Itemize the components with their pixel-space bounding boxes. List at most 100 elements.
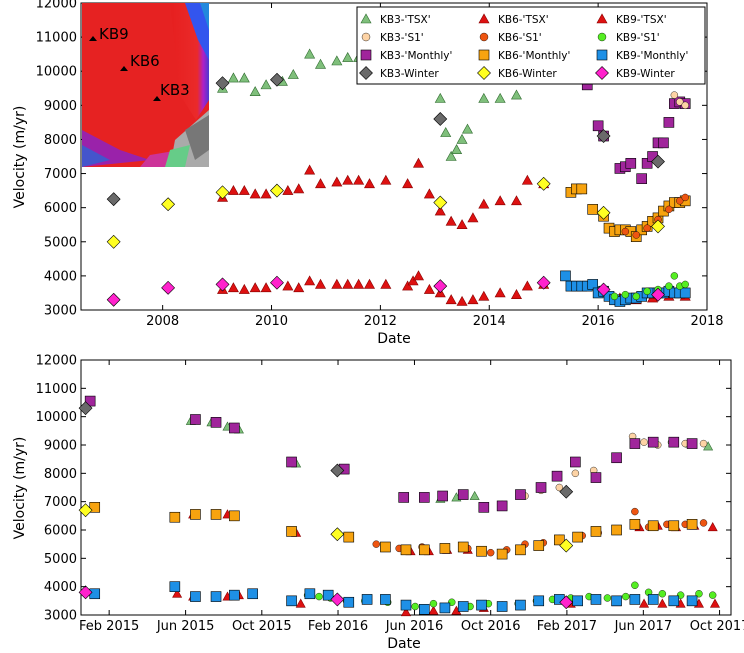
top-point-kb6-s1 [632,231,640,239]
top-point-kb3-tsx [249,86,261,96]
bottom-point-kb9-monthly [647,594,659,605]
top-point-kb3-tsx [440,127,452,137]
bottom-point-kb9-monthly [343,596,355,608]
legend-marker-kb6-tsx [478,13,490,24]
bottom-x-axis-label: Date [387,636,420,652]
bottom-point-kb9-s1 [603,594,612,602]
bottom-point-kb6-monthly [439,543,451,554]
top-point-kb9-tsx [402,280,414,291]
top-point-kb6-s1 [681,193,689,202]
top-point-kb3-s1 [670,91,679,99]
legend-marker-kb9-monthly [596,49,608,61]
top-point-kb3-tsx [510,89,522,100]
top-point-kb9-tsx [445,294,457,305]
top-point-kb6-tsx [380,174,392,185]
bottom-point-kb6-winter [330,527,345,542]
bottom-point-kb3-monthly [647,436,659,448]
map-label-kb6: KB6 [130,52,160,70]
top-y-tick-label: 3000 [44,304,77,319]
top-point-kb6-tsx [456,219,468,230]
top-point-kb9-tsx [238,283,250,294]
top-point-kb3-tsx [227,72,239,83]
bottom-point-kb6-monthly [590,526,602,537]
bottom-point-kb6-winter [559,538,574,553]
top-point-kb9-tsx [227,282,239,293]
bottom-point-kb6-monthly [169,511,181,523]
top-point-kb3-tsx [304,48,316,59]
bottom-point-kb9-monthly [286,595,297,607]
top-point-kb6-tsx [238,184,250,195]
bottom-point-kb3-monthly [668,436,680,448]
bottom-point-kb3-monthly [551,470,563,482]
top-x-tick-label: 2008 [146,314,179,329]
bottom-point-kb9-monthly [686,595,698,607]
bottom-x-tick-label: Feb 2016 [308,619,368,634]
top-point-kb9-s1 [665,282,673,290]
legend-label-kb6-s1: KB6-'S1' [498,32,542,44]
top-point-kb6-tsx [304,164,316,175]
inset-glacier-map: KB9 KB6 KB3 [82,3,209,167]
legend-label-kb3-tsx: KB3-'TSX' [380,14,431,26]
top-data-marks [106,31,691,307]
top-point-kb3-monthly [641,158,653,169]
top-point-kb9-tsx [456,295,468,306]
bottom-point-kb3-monthly [686,438,698,449]
bottom-y-tick-label: 12000 [36,354,77,369]
bottom-point-kb6-monthly [533,540,545,551]
bottom-point-kb3-monthly [457,489,469,500]
bottom-point-kb6-s1 [372,540,380,548]
bottom-point-kb9-monthly [419,604,430,615]
top-y-tick-label: 5000 [44,235,77,250]
top-point-kb9-tsx [380,278,392,289]
bottom-point-kb9-monthly [533,595,545,607]
bottom-point-kb3-monthly [437,490,448,502]
bottom-point-kb9-s1 [315,592,323,601]
top-x-tick-label: 2016 [582,314,615,329]
bottom-point-kb3-monthly [535,482,547,493]
bottom-point-kb9-s1 [622,592,630,601]
bottom-point-kb6-monthly [686,519,698,530]
bottom-y-tick-label: 4000 [44,580,77,595]
top-point-kb9-winter [433,279,448,294]
top-point-kb9-tsx [282,280,294,291]
bottom-point-kb3-monthly [210,417,222,428]
bottom-x-tick-label: Oct 2016 [461,619,521,634]
legend: KB3-'TSX' KB3-'S1' KB3-'Monthly' KB3-Winter… [356,6,706,85]
bottom-point-kb9-monthly [169,581,181,592]
bottom-y-tick-label: 11000 [36,382,77,397]
bottom-point-kb9-monthly [457,601,469,612]
top-point-kb9-tsx [260,282,272,293]
bottom-point-kb9-s1 [429,599,438,608]
top-point-kb9-winter [161,280,176,295]
top-point-kb6-s1 [643,224,651,232]
bottom-point-kb9-monthly [304,588,316,600]
bottom-point-kb9-s1 [708,591,717,599]
top-point-kb9-tsx [342,278,354,289]
bottom-point-kb9-tsx [709,598,720,608]
top-point-kb9-tsx [412,270,425,281]
bottom-point-kb6-monthly [572,531,583,543]
top-x-tick-label: 2014 [473,314,506,329]
top-y-tick-label: 9000 [44,99,77,114]
bottom-point-kb6-s1 [486,548,495,557]
top-point-kb9-tsx [315,278,327,289]
top-point-kb6-winter [270,183,284,198]
legend-label-kb6-monthly: KB6-'Monthly' [498,50,570,62]
top-y-tick-label: 12000 [36,0,77,12]
top-point-kb6-tsx [315,178,327,189]
top-point-kb6-tsx [363,178,376,189]
top-point-kb9-s1 [643,287,651,295]
top-point-kb3-winter [270,72,284,87]
bottom-point-kb9-monthly [361,594,373,605]
top-y-tick-label: 11000 [36,31,77,46]
legend-marker-kb3-s1 [361,32,371,42]
map-label-kb9: KB9 [99,25,129,43]
top-point-kb6-monthly [587,204,598,215]
top-point-kb9-tsx [407,275,419,286]
bottom-point-kb3-s1 [640,438,648,446]
top-point-kb3-monthly [658,137,669,149]
bottom-y-tick-label: 8000 [44,467,77,482]
bottom-data-marks [78,395,720,617]
bottom-point-kb9-monthly [380,594,391,605]
top-point-kb9-s1 [621,290,630,299]
